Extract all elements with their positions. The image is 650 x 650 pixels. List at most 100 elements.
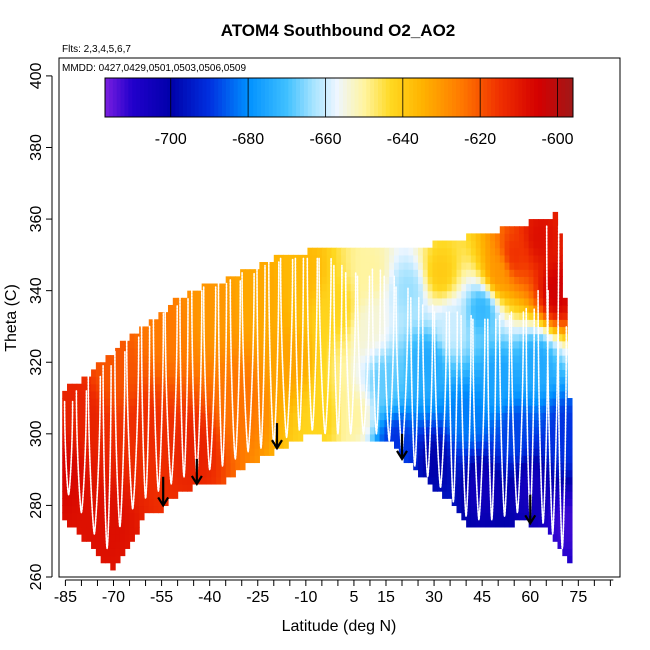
heat-cell bbox=[519, 233, 525, 242]
heat-cell bbox=[446, 455, 453, 464]
heat-cell bbox=[494, 340, 501, 349]
heat-cell bbox=[206, 347, 212, 356]
heat-cell bbox=[418, 312, 424, 320]
colorbar-swatch bbox=[264, 78, 270, 117]
heat-cell bbox=[461, 383, 467, 392]
heat-cell bbox=[494, 254, 501, 263]
heat-cell bbox=[182, 383, 188, 392]
heat-cell bbox=[81, 433, 87, 442]
heat-cell bbox=[355, 262, 361, 270]
heat-cell bbox=[432, 262, 438, 270]
heat-cell bbox=[240, 412, 246, 421]
heat-cell bbox=[456, 290, 462, 299]
heat-cell bbox=[456, 440, 462, 449]
heat-cell bbox=[567, 491, 573, 499]
heat-cell bbox=[119, 491, 126, 499]
heat-cell bbox=[456, 491, 462, 499]
heat-cell bbox=[403, 269, 410, 277]
colorbar-tick-label: -680 bbox=[232, 131, 264, 148]
heat-cell bbox=[148, 333, 155, 342]
colorbar-tick-label: -700 bbox=[155, 131, 187, 148]
heat-cell bbox=[494, 483, 501, 492]
heat-cell bbox=[91, 455, 97, 464]
heat-cell bbox=[466, 297, 472, 306]
heat-cell bbox=[519, 240, 525, 249]
heat-cell bbox=[201, 405, 208, 413]
heat-cell bbox=[95, 505, 102, 514]
heat-cell bbox=[514, 440, 520, 449]
heat-cell bbox=[249, 297, 256, 306]
heat-cell bbox=[312, 340, 318, 349]
heat-cell bbox=[475, 369, 482, 378]
heat-cell bbox=[355, 376, 361, 385]
heat-cell bbox=[105, 469, 111, 478]
heat-cell bbox=[192, 398, 198, 406]
heat-cell bbox=[105, 483, 111, 492]
heat-cell bbox=[451, 312, 458, 320]
heat-cell bbox=[470, 240, 477, 249]
heat-cell bbox=[321, 319, 328, 328]
heat-cell bbox=[461, 297, 467, 306]
heat-cell bbox=[206, 297, 212, 306]
heat-cell bbox=[124, 483, 131, 492]
heat-cell bbox=[312, 419, 318, 428]
heat-cell bbox=[538, 319, 544, 328]
heat-cell bbox=[182, 369, 188, 378]
heat-cell bbox=[446, 483, 453, 492]
heat-cell bbox=[244, 347, 251, 356]
heat-cell bbox=[523, 240, 530, 249]
heat-cell bbox=[413, 362, 419, 370]
heat-cell bbox=[264, 355, 270, 363]
colorbar-swatch bbox=[413, 78, 418, 117]
heat-cell bbox=[461, 347, 467, 356]
heat-cell bbox=[264, 319, 270, 328]
heat-cell bbox=[302, 297, 309, 306]
heat-cell bbox=[480, 276, 486, 285]
heat-cell bbox=[211, 297, 217, 306]
flight-profile bbox=[114, 350, 126, 528]
heat-cell bbox=[134, 469, 140, 478]
flight-profile bbox=[241, 272, 255, 453]
heat-cell bbox=[528, 269, 535, 277]
heat-cell bbox=[317, 340, 323, 349]
heat-cell bbox=[235, 433, 241, 442]
heat-cell bbox=[485, 240, 491, 249]
heat-cell bbox=[480, 304, 486, 313]
heat-cell bbox=[408, 390, 414, 399]
heat-cell bbox=[398, 362, 405, 370]
heat-cell bbox=[427, 254, 434, 263]
heat-cell bbox=[360, 297, 366, 306]
heat-cell bbox=[312, 319, 318, 328]
heat-cell bbox=[494, 369, 501, 378]
heat-cell bbox=[129, 340, 135, 349]
heat-cell bbox=[350, 433, 357, 442]
heat-cell bbox=[470, 448, 477, 456]
heat-cell bbox=[259, 383, 265, 392]
heat-cell bbox=[244, 269, 251, 277]
heat-cell bbox=[384, 433, 390, 442]
heat-cell bbox=[278, 369, 284, 378]
heat-cell bbox=[427, 304, 434, 313]
heat-cell bbox=[514, 433, 520, 442]
heat-cell bbox=[297, 290, 304, 299]
heat-cell bbox=[273, 412, 280, 421]
heat-cell bbox=[336, 390, 342, 399]
heat-cell bbox=[369, 398, 376, 406]
heat-cell bbox=[562, 333, 568, 342]
heat-cell bbox=[394, 390, 400, 399]
heat-cell bbox=[394, 433, 400, 442]
heat-cell bbox=[446, 297, 453, 306]
heat-cell bbox=[297, 276, 304, 285]
heat-cell bbox=[129, 405, 135, 413]
heat-cell bbox=[533, 304, 539, 313]
heat-cell bbox=[153, 491, 159, 499]
heat-cell bbox=[163, 419, 169, 428]
heat-cell bbox=[494, 412, 501, 421]
x-tick-label: -40 bbox=[198, 589, 221, 606]
heat-cell bbox=[413, 405, 419, 413]
heat-cell bbox=[422, 362, 429, 370]
heat-cell bbox=[466, 483, 472, 492]
colorbar-swatch bbox=[342, 78, 348, 117]
heat-cell bbox=[153, 419, 159, 428]
heat-cell bbox=[519, 269, 525, 277]
